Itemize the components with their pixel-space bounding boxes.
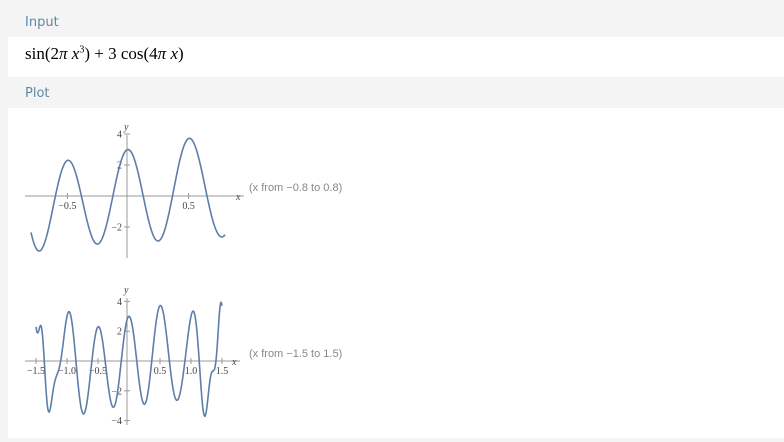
input-formula: sin(2π x3) + 3 cos(4π x) (25, 44, 184, 63)
plot-2-range-label: (x from −1.5 to 1.5) (249, 348, 343, 360)
x-axis-label: x (231, 357, 237, 368)
plot-pod-header: Plot (25, 86, 50, 101)
input-pod-header: Input (25, 15, 59, 30)
series-line (30, 137, 226, 252)
y-tick-label: −2 (111, 223, 122, 234)
x-tick-label: 1.0 (185, 366, 198, 377)
x-tick-label: 0.5 (182, 201, 195, 212)
y-axis-label: y (123, 122, 129, 133)
series-line (35, 301, 223, 418)
y-tick-label: 4 (117, 130, 122, 141)
x-tick-label: −0.5 (89, 366, 107, 377)
plot-chart-2: x y −1.5 −1.0 −0.5 0.5 1.0 1.5 −4 −2 2 4 (25, 285, 240, 427)
plot-pod-card (8, 108, 784, 438)
x-tick-label: −1.0 (58, 366, 76, 377)
x-tick-label: 1.5 (216, 366, 229, 377)
x-axis-label: x (235, 192, 241, 203)
y-tick-label: 2 (117, 327, 122, 338)
y-tick-label: 4 (117, 297, 122, 308)
plot-chart-1: xy−0.5 0.5−224 (25, 122, 244, 258)
input-pod-card (8, 37, 784, 77)
y-tick-label: −4 (111, 416, 122, 427)
y-tick-label: −2 (111, 386, 122, 397)
plot-1-range-label: (x from −0.8 to 0.8) (249, 182, 343, 194)
y-axis-label: y (123, 285, 129, 296)
x-tick-label: 0.5 (154, 366, 167, 377)
x-tick-label: −1.5 (27, 366, 45, 377)
x-tick-label: −0.5 (58, 201, 76, 212)
